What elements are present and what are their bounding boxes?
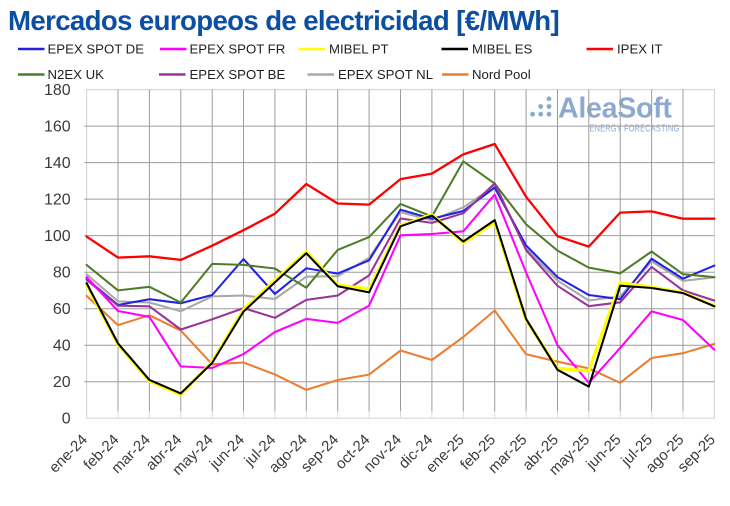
svg-text:Nord Pool: Nord Pool: [472, 67, 531, 82]
svg-text:100: 100: [44, 228, 71, 245]
svg-text:60: 60: [53, 301, 71, 318]
svg-text:Mercados europeos de electrici: Mercados europeos de electricidad [€/MWh…: [8, 5, 559, 36]
svg-text:160: 160: [44, 119, 71, 136]
svg-text:EPEX SPOT NL: EPEX SPOT NL: [338, 67, 433, 82]
svg-text:EPEX SPOT FR: EPEX SPOT FR: [190, 42, 286, 57]
svg-text:EPEX SPOT DE: EPEX SPOT DE: [48, 42, 145, 57]
svg-text:N2EX UK: N2EX UK: [48, 67, 105, 82]
svg-text:80: 80: [53, 265, 71, 282]
svg-text:ENERGY FORECASTING: ENERGY FORECASTING: [590, 122, 680, 133]
svg-text:EPEX SPOT BE: EPEX SPOT BE: [190, 67, 286, 82]
svg-text:MIBEL ES: MIBEL ES: [472, 42, 533, 57]
svg-text:IPEX IT: IPEX IT: [617, 42, 662, 57]
svg-text:AleaSoft: AleaSoft: [558, 93, 672, 125]
svg-text:20: 20: [53, 374, 71, 391]
svg-text:120: 120: [44, 192, 71, 209]
svg-text:MIBEL PT: MIBEL PT: [329, 42, 389, 57]
svg-text:180: 180: [44, 82, 71, 99]
svg-text:40: 40: [53, 338, 71, 355]
svg-text:0: 0: [62, 411, 71, 428]
svg-text:140: 140: [44, 155, 71, 172]
